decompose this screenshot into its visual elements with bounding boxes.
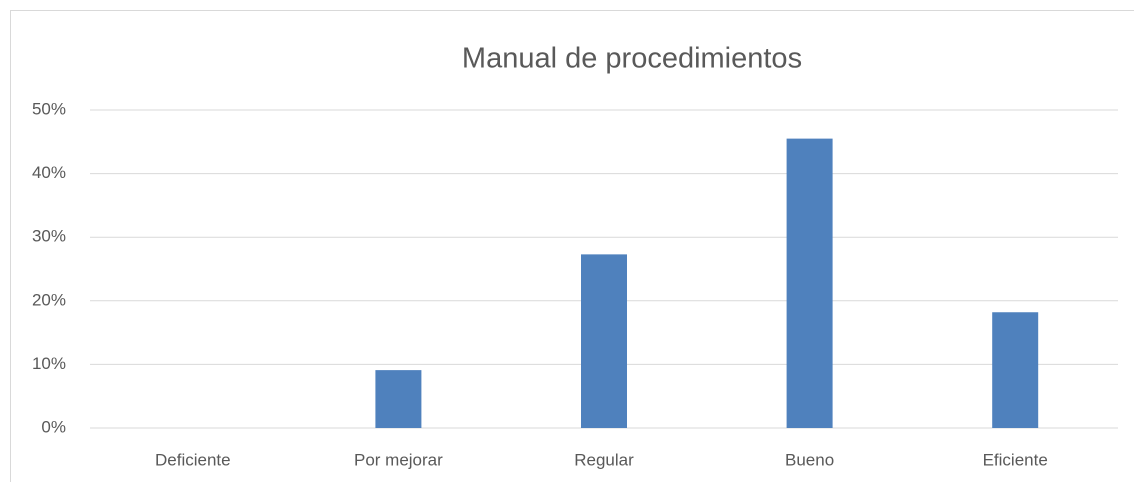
y-tick-label: 50% — [32, 99, 66, 118]
bar — [786, 138, 833, 428]
chart-title: Manual de procedimientos — [462, 43, 802, 75]
x-tick-label: Regular — [574, 450, 634, 469]
y-tick-label: 10% — [32, 354, 66, 373]
bar — [581, 254, 627, 428]
bar — [992, 312, 1039, 428]
x-tick-label: Deficiente — [155, 450, 231, 469]
y-tick-label: 40% — [32, 163, 66, 182]
y-tick-label: 0% — [41, 417, 66, 436]
x-tick-label: Bueno — [785, 450, 834, 469]
x-tick-label: Por mejorar — [354, 450, 443, 469]
y-tick-label: 20% — [32, 290, 66, 309]
bar — [375, 370, 422, 428]
y-tick-label: 30% — [32, 227, 66, 246]
x-tick-label: Eficiente — [983, 450, 1048, 469]
chart-border — [10, 10, 1134, 482]
